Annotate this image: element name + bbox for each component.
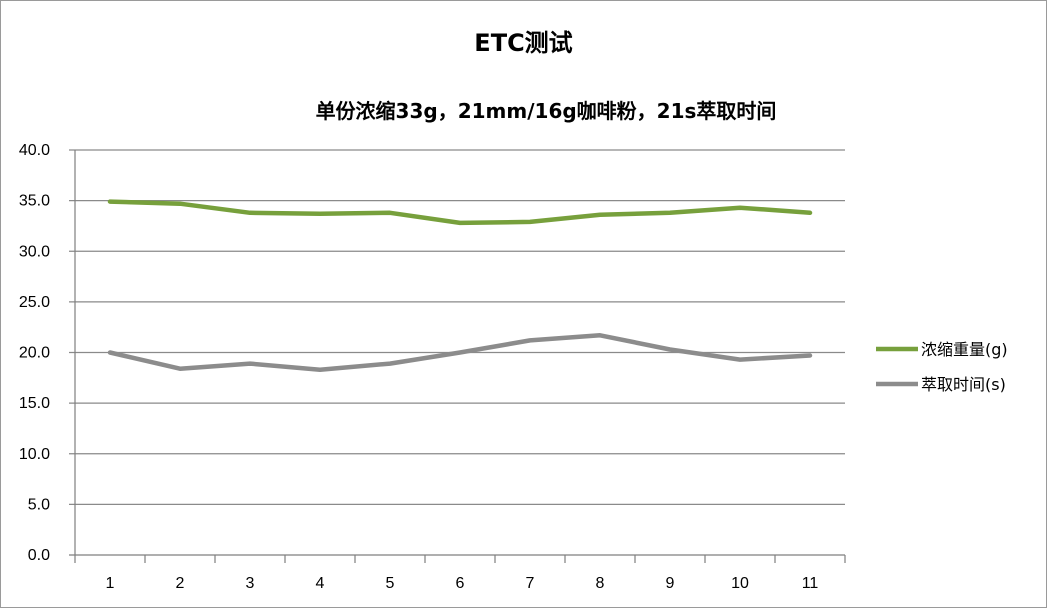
series-line-2 bbox=[107, 333, 813, 372]
gridlines bbox=[69, 149, 845, 556]
y-axis-ticks: 0.0 5.0 10.0 15.0 20.0 25.0 30.0 35.0 40.0 bbox=[19, 142, 76, 564]
x-tick-label: 5 bbox=[386, 575, 395, 592]
x-tick-label: 3 bbox=[246, 575, 255, 592]
y-tick-label: 5.0 bbox=[28, 496, 50, 513]
x-tick-label: 4 bbox=[316, 575, 325, 592]
x-axis: 1 2 3 4 5 6 7 8 9 10 11 bbox=[74, 555, 846, 592]
x-tick-label: 8 bbox=[596, 575, 605, 592]
legend-label: 浓缩重量(g) bbox=[921, 340, 1008, 359]
y-tick-label: 20.0 bbox=[19, 345, 50, 362]
x-tick-label: 2 bbox=[176, 575, 185, 592]
series-line-1 bbox=[107, 199, 813, 226]
y-tick-label: 10.0 bbox=[19, 446, 50, 463]
chart-title: ETC测试 bbox=[474, 29, 573, 57]
x-tick-label: 9 bbox=[666, 575, 675, 592]
legend: 浓缩重量(g) 萃取时间(s) bbox=[876, 340, 1008, 394]
x-tick-label: 1 bbox=[106, 575, 115, 592]
y-tick-label: 0.0 bbox=[28, 547, 50, 564]
x-tick-label: 10 bbox=[731, 575, 749, 592]
y-tick-label: 35.0 bbox=[19, 193, 50, 210]
legend-label: 萃取时间(s) bbox=[921, 375, 1006, 394]
chart-subtitle: 单份浓缩33g，21mm/16g咖啡粉，21s萃取时间 bbox=[315, 99, 777, 123]
x-tick-label: 7 bbox=[526, 575, 535, 592]
series-lines bbox=[107, 199, 813, 372]
x-tick-label: 11 bbox=[802, 575, 819, 592]
y-tick-label: 30.0 bbox=[19, 243, 50, 260]
x-tick-label: 6 bbox=[456, 575, 465, 592]
y-tick-label: 25.0 bbox=[19, 294, 50, 311]
y-tick-label: 15.0 bbox=[19, 395, 50, 412]
y-tick-label: 40.0 bbox=[19, 142, 50, 159]
